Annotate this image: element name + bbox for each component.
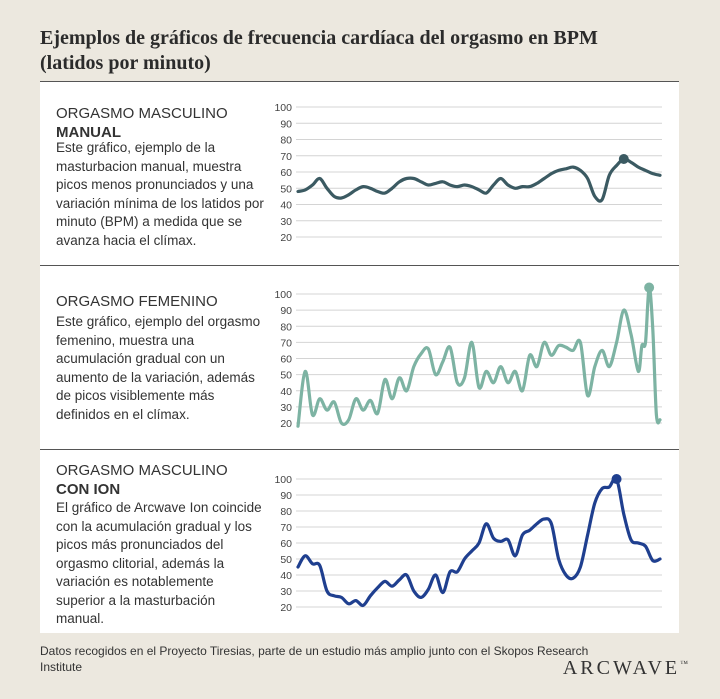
y-tick-label: 60 <box>280 354 292 366</box>
panel-separator <box>40 265 679 266</box>
y-tick-label: 80 <box>280 506 292 518</box>
top-rule <box>40 81 679 82</box>
heart-rate-chart-male-manual: 20 30 40 50 60 70 80 90 100 <box>274 102 662 244</box>
panel-title-line-1: ORGASMO MASCULINO <box>56 462 228 479</box>
y-tick-label: 60 <box>280 167 292 179</box>
panel-title: ORGASMO FEMENINO <box>56 292 218 311</box>
peak-point <box>618 154 629 164</box>
gridlines: 20 30 40 50 60 70 80 90 100 <box>274 102 662 244</box>
panel-title-line-2: CON ION <box>56 481 121 498</box>
y-tick-label: 100 <box>274 474 292 486</box>
heart-rate-chart-male-ion: 20 30 40 50 60 70 80 90 100 <box>274 474 662 614</box>
panel-male-ion: ORGASMO MASCULINO CON ION El gráfico de … <box>40 450 679 633</box>
heart-rate-chart-female: 20 30 40 50 60 70 80 90 100 <box>274 282 662 430</box>
y-tick-label: 40 <box>280 570 292 582</box>
y-tick-label: 70 <box>280 151 292 163</box>
y-tick-label: 80 <box>280 135 292 147</box>
panel-title-line-1: ORGASMO MASCULINO <box>56 105 228 122</box>
y-tick-label: 80 <box>280 321 292 333</box>
y-tick-label: 100 <box>274 102 292 114</box>
y-tick-label: 90 <box>280 118 292 130</box>
panel-description: Este gráfico, ejemplo de la masturbacion… <box>56 140 264 248</box>
y-tick-label: 90 <box>280 305 292 317</box>
panel-male-manual: ORGASMO MASCULINO MANUAL Este gráfico, e… <box>40 82 679 265</box>
peak-point <box>644 282 655 293</box>
panel-title: ORGASMO MASCULINO CON ION <box>56 461 228 499</box>
y-tick-label: 60 <box>280 538 292 550</box>
y-tick-label: 30 <box>280 402 292 414</box>
gridlines: 20 30 40 50 60 70 80 90 100 <box>274 474 662 614</box>
peak-point <box>611 474 622 484</box>
arcwave-logo: ARCWAVE™ <box>563 657 688 680</box>
title-line-2: (latidos por minuto) <box>40 52 211 74</box>
gridlines: 20 30 40 50 60 70 80 90 100 <box>274 289 662 430</box>
panel-title: ORGASMO MASCULINO MANUAL <box>56 104 228 142</box>
y-tick-label: 70 <box>280 337 292 349</box>
series-line <box>296 476 662 608</box>
y-tick-label: 70 <box>280 522 292 534</box>
y-tick-label: 90 <box>280 490 292 502</box>
y-tick-label: 50 <box>280 370 292 382</box>
y-tick-label: 40 <box>280 386 292 398</box>
y-tick-label: 20 <box>280 418 292 430</box>
title-line-1: Ejemplos de gráficos de frecuencia cardí… <box>40 27 598 49</box>
chart-title: Ejemplos de gráficos de frecuencia cardí… <box>40 26 680 76</box>
y-tick-label: 100 <box>274 289 292 301</box>
brand-name: ARCWAVE <box>562 657 681 679</box>
panel-separator <box>40 449 679 450</box>
panel-title-line-2: MANUAL <box>56 124 121 141</box>
series-line <box>296 157 662 203</box>
y-tick-label: 50 <box>280 183 292 195</box>
y-tick-label: 40 <box>280 200 292 212</box>
y-tick-label: 30 <box>280 216 292 228</box>
panel-title-line-1: ORGASMO FEMENINO <box>56 293 218 310</box>
y-tick-label: 20 <box>280 602 292 614</box>
panel-description: Este gráfico, ejemplo del orgasmo femeni… <box>56 314 261 422</box>
y-tick-label: 20 <box>280 232 292 244</box>
panel-description: El gráfico de Arcwave Ion coincide con l… <box>56 500 262 626</box>
brand-trademark: ™ <box>680 659 688 668</box>
y-tick-label: 50 <box>280 554 292 566</box>
panel-female: ORGASMO FEMENINO Este gráfico, ejemplo d… <box>40 266 679 449</box>
series-line <box>296 285 662 428</box>
footer-note: Datos recogidos en el Proyecto Tiresias,… <box>40 644 589 674</box>
y-tick-label: 30 <box>280 586 292 598</box>
